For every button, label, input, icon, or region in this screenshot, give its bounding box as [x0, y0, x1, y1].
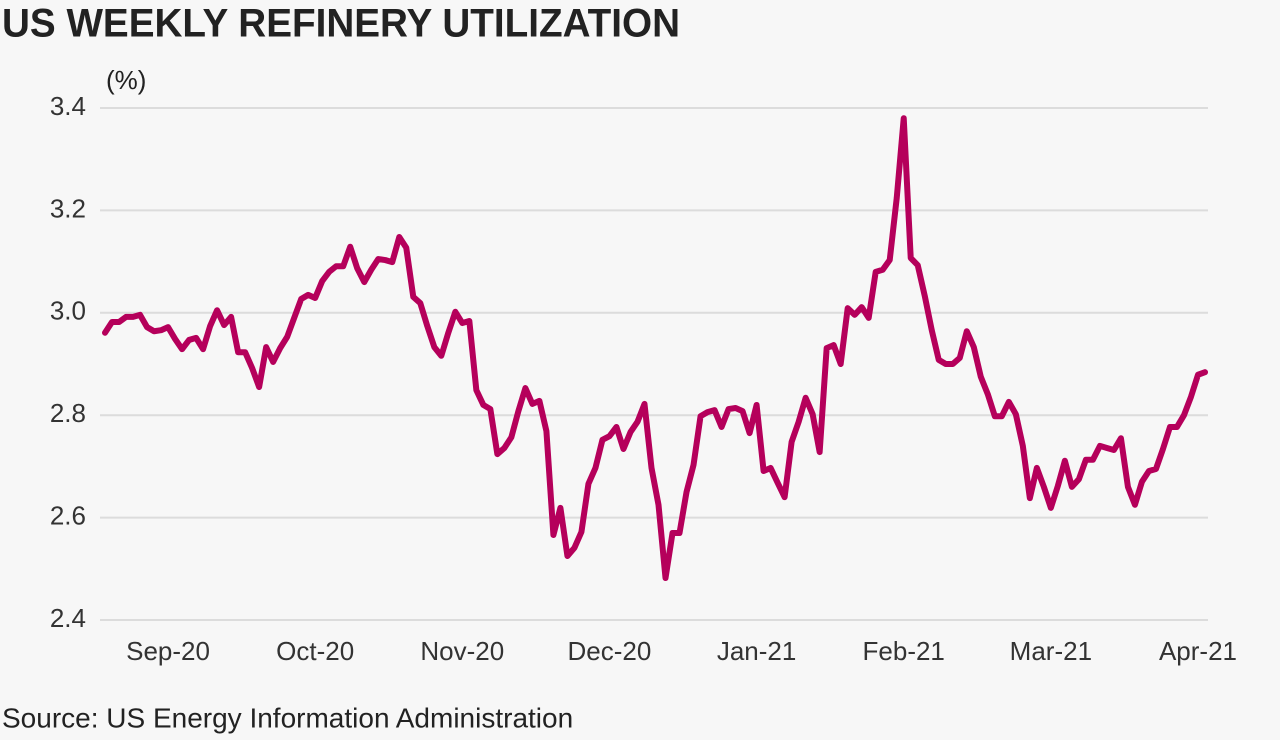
y-axis-label: (%): [106, 65, 146, 95]
x-tick-label: Jan-21: [717, 636, 797, 666]
x-tick-label: Nov-20: [420, 636, 504, 666]
x-tick-label: Dec-20: [568, 636, 652, 666]
y-tick-label: 2.4: [50, 603, 86, 633]
x-tick-label: Apr-21: [1159, 636, 1237, 666]
x-tick-label: Oct-20: [276, 636, 354, 666]
x-tick-label: Mar-21: [1010, 636, 1092, 666]
y-tick-label: 2.8: [50, 398, 86, 428]
source-note: Source: US Energy Information Administra…: [2, 702, 573, 733]
data-line: [102, 115, 1208, 582]
y-tick-label: 3.0: [50, 296, 86, 326]
y-tick-label: 3.4: [50, 91, 86, 121]
x-tick-label: Feb-21: [863, 636, 945, 666]
chart-title: US WEEKLY REFINERY UTILIZATION: [2, 2, 680, 46]
x-tick-label: Sep-20: [126, 636, 210, 666]
y-tick-label: 2.6: [50, 500, 86, 530]
y-tick-label: 3.2: [50, 193, 86, 223]
